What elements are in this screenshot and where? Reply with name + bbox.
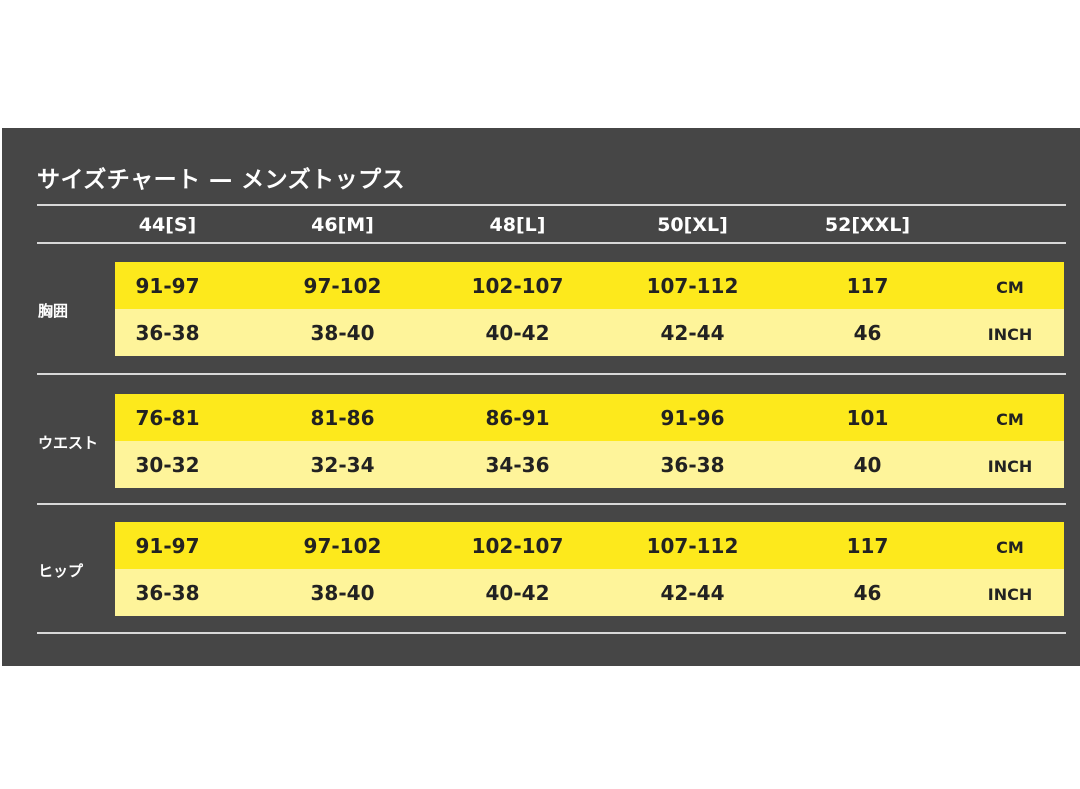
section-label: ウエスト <box>38 434 99 452</box>
cm-row <box>115 522 1064 569</box>
measurement-cell: 101 <box>846 406 889 430</box>
measurement-cell: 107-112 <box>646 534 739 558</box>
chart-title: サイズチャート — メンズトップス <box>37 167 406 193</box>
size-header: 52[XXL] <box>824 214 911 236</box>
inch-row <box>115 309 1064 356</box>
measurement-cell: 97-102 <box>303 274 382 298</box>
measurement-cell: 97-102 <box>303 534 382 558</box>
divider <box>37 204 1066 206</box>
cm-row <box>115 262 1064 309</box>
unit-label: INCH <box>987 457 1033 476</box>
size-header: 50[XL] <box>657 214 728 236</box>
section-label: 胸囲 <box>38 302 69 320</box>
measurement-cell: 34-36 <box>485 453 550 477</box>
measurement-cell: 46 <box>853 581 882 605</box>
divider <box>37 632 1066 634</box>
unit-label: CM <box>996 410 1024 429</box>
measurement-cell: 91-97 <box>135 534 200 558</box>
divider <box>37 373 1066 375</box>
cm-row <box>115 394 1064 441</box>
measurement-cell: 46 <box>853 321 882 345</box>
size-header: 44[S] <box>138 214 197 236</box>
measurement-cell: 107-112 <box>646 274 739 298</box>
size-header: 48[L] <box>489 214 546 236</box>
measurement-cell: 36-38 <box>135 321 200 345</box>
inch-row <box>115 441 1064 488</box>
unit-label: CM <box>996 278 1024 297</box>
measurement-cell: 38-40 <box>310 581 375 605</box>
inch-row <box>115 569 1064 616</box>
unit-label: CM <box>996 538 1024 557</box>
size-header: 46[M] <box>311 214 374 236</box>
measurement-cell: 38-40 <box>310 321 375 345</box>
measurement-cell: 42-44 <box>660 581 725 605</box>
measurement-cell: 102-107 <box>471 534 564 558</box>
measurement-cell: 42-44 <box>660 321 725 345</box>
measurement-cell: 40 <box>853 453 882 477</box>
unit-label: INCH <box>987 325 1033 344</box>
measurement-cell: 117 <box>846 534 889 558</box>
measurement-cell: 91-96 <box>660 406 725 430</box>
divider <box>37 503 1066 505</box>
measurement-cell: 117 <box>846 274 889 298</box>
section-label: ヒップ <box>38 562 84 580</box>
measurement-cell: 30-32 <box>135 453 200 477</box>
measurement-cell: 81-86 <box>310 406 375 430</box>
divider <box>37 242 1066 244</box>
measurement-cell: 76-81 <box>135 406 200 430</box>
measurement-cell: 86-91 <box>485 406 550 430</box>
measurement-cell: 36-38 <box>660 453 725 477</box>
measurement-cell: 91-97 <box>135 274 200 298</box>
measurement-cell: 36-38 <box>135 581 200 605</box>
unit-label: INCH <box>987 585 1033 604</box>
measurement-cell: 40-42 <box>485 581 550 605</box>
measurement-cell: 102-107 <box>471 274 564 298</box>
measurement-cell: 32-34 <box>310 453 375 477</box>
measurement-cell: 40-42 <box>485 321 550 345</box>
